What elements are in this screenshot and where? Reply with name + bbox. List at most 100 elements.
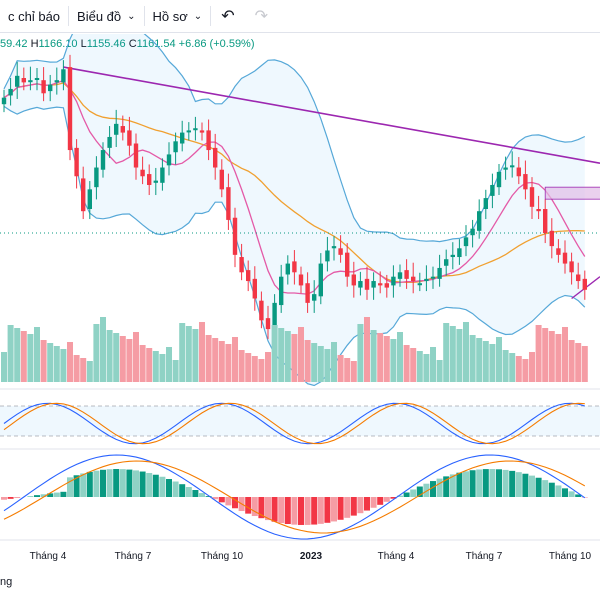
macd-histogram-bar (337, 497, 344, 520)
candle-body (173, 141, 178, 153)
macd-histogram-bar (199, 493, 205, 497)
volume-bar (469, 335, 476, 382)
chart-canvas[interactable]: Tháng 4 Tháng 7 Tháng 10 2023 Tháng 4 Tháng 7… (0, 34, 600, 574)
macd-histogram-bar (416, 486, 423, 497)
macd-histogram-bar (113, 469, 120, 497)
volume-bar (568, 340, 575, 382)
candle-body (206, 130, 211, 151)
candle-body (417, 283, 422, 286)
macd-histogram-bar (548, 482, 555, 497)
macd-histogram-bar (522, 473, 529, 497)
volume-bar (232, 337, 238, 382)
candle-body (193, 128, 198, 131)
volume-bar (40, 340, 47, 382)
macd-histogram-bar (126, 469, 133, 497)
macd-histogram-bar (185, 487, 192, 497)
candle-body (61, 69, 66, 83)
candle-body (219, 169, 224, 190)
time-axis-tick-label: Tháng 7 (115, 551, 152, 562)
volume-bar (218, 341, 225, 382)
top-toolbar: c chỉ báo Biểu đồ ⌄ Hồ sơ ⌄ ↶ ↷ (0, 0, 600, 33)
volume-bar (515, 356, 522, 382)
macd-histogram-bar (482, 469, 489, 497)
candle-body (34, 78, 40, 81)
candle-body (450, 254, 455, 258)
volume-bar (331, 342, 337, 382)
volume-bar (238, 350, 245, 382)
candle-body (120, 126, 125, 133)
ma-slow-line (3, 82, 585, 283)
macd-histogram-bar (509, 470, 516, 497)
volume-bar (311, 343, 318, 382)
volume-bar (192, 329, 199, 382)
volume-bar (542, 328, 549, 382)
candle-body (292, 261, 297, 273)
toolbar-divider (68, 6, 70, 26)
chart-type-menu[interactable]: Biểu đồ ⌄ (69, 0, 143, 32)
volume-bar (265, 352, 271, 382)
volume-bar (291, 334, 298, 382)
volume-bar (476, 338, 483, 382)
volume-bar (53, 346, 60, 382)
volume-bar (370, 330, 377, 382)
macd-histogram-bar (86, 471, 93, 497)
volume-bar (317, 346, 324, 382)
undo-icon[interactable]: ↶ (221, 8, 235, 25)
volume-bar (423, 354, 430, 382)
macd-histogram-bar (515, 472, 522, 497)
candle-body (74, 147, 79, 177)
candle-body (430, 276, 436, 279)
candle-body (28, 80, 33, 83)
candle-body (153, 180, 158, 183)
candle-body (285, 263, 290, 275)
candle-body (272, 302, 277, 327)
candle-body (81, 178, 86, 212)
candle-body (543, 209, 548, 234)
macd-histogram-bar (364, 497, 370, 511)
macd-histogram-bar (278, 497, 285, 524)
volume-bar (344, 358, 351, 382)
macd-histogram-bar (47, 493, 54, 497)
candle-body (48, 84, 53, 92)
volume-bar (133, 332, 139, 382)
chevron-down-icon: ⌄ (127, 10, 136, 22)
macd-histogram-bar (232, 497, 238, 509)
candle-body (529, 187, 535, 207)
volume-bar (430, 347, 436, 382)
volume-bar (271, 325, 278, 382)
candle-body (351, 274, 356, 286)
candle-body (463, 237, 469, 247)
macd-histogram-bar (93, 470, 100, 497)
candle-body (265, 318, 271, 330)
time-axis: Tháng 4 Tháng 7 Tháng 10 2023 Tháng 4 Tháng 7… (0, 388, 600, 562)
candle-body (345, 252, 350, 277)
volume-bar (100, 317, 106, 382)
macd-histogram-bar (106, 469, 113, 497)
open-value: 59.42 (0, 38, 28, 50)
volume-bar (14, 328, 21, 382)
macd-histogram-bar (139, 471, 146, 497)
redo-icon[interactable]: ↷ (254, 8, 268, 25)
bollinger-fill (4, 34, 585, 386)
profile-menu[interactable]: Hồ sơ ⌄ (145, 0, 211, 32)
volume-bar (152, 351, 159, 382)
candle-body (15, 75, 20, 87)
chevron-down-icon: ⌄ (193, 10, 203, 22)
macd-line (3, 454, 586, 540)
macd-histogram-bar (271, 497, 278, 522)
candle-body (582, 278, 587, 290)
macd-histogram-bar (575, 494, 582, 497)
candle-body (384, 283, 389, 288)
candle-body (226, 187, 231, 220)
candle-body (166, 154, 172, 166)
stochastic-band (0, 406, 600, 436)
chart-type-label: Biểu đồ (77, 8, 122, 24)
macd-histogram-bar (542, 480, 549, 497)
candle-body (444, 259, 449, 266)
indicators-button[interactable]: c chỉ báo (0, 0, 68, 32)
macd-signal-line (3, 460, 586, 534)
volume-bar (199, 322, 205, 382)
indicators-label: c chỉ báo (8, 8, 61, 24)
macd-histogram-bar (562, 488, 568, 497)
macd-histogram-bar (344, 497, 351, 518)
